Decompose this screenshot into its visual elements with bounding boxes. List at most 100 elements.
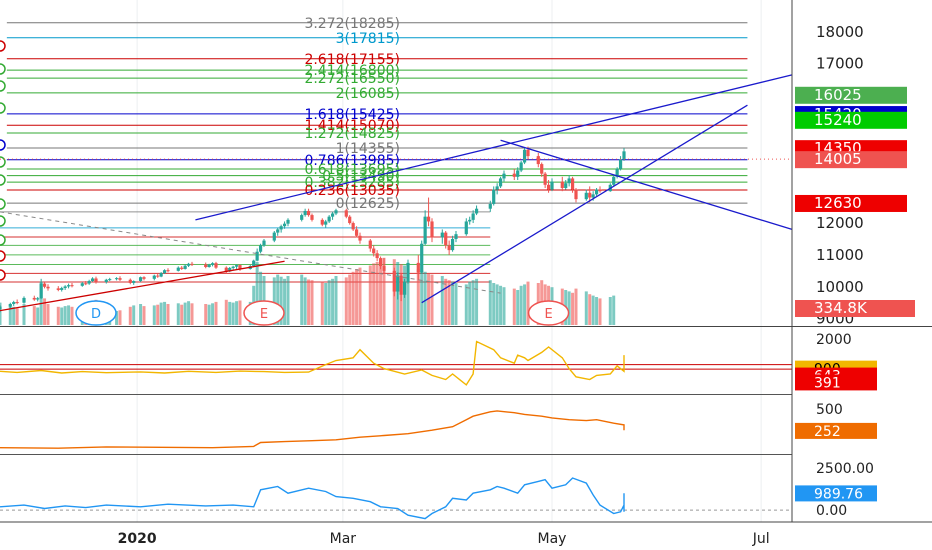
volume-bar — [454, 283, 458, 325]
fib-anchor-circle — [0, 269, 6, 281]
volume-bar — [118, 310, 122, 325]
volume-bar — [176, 303, 180, 325]
candle-body — [574, 189, 578, 200]
volume-bar — [166, 304, 170, 325]
volume-bar — [211, 303, 215, 325]
volume-bar — [238, 300, 242, 325]
fib-level-label: 3.272(18285) — [304, 16, 400, 32]
volume-tag — [795, 300, 915, 317]
volume-bar — [272, 277, 276, 325]
volume-bar — [8, 305, 12, 325]
volume-bar — [512, 288, 516, 325]
price-tick-label: 12000 — [816, 214, 864, 232]
volume-bar — [358, 267, 362, 325]
volume-bar — [324, 283, 328, 325]
fib-levels: 3.272(18285)3(17815) 2.618(17155)2.414(16… — [0, 16, 748, 283]
volume-bar — [310, 280, 314, 325]
price-tick-label: 17000 — [816, 55, 864, 73]
volume-bar — [70, 306, 74, 325]
volume-bar — [344, 277, 348, 325]
volume-bar — [423, 271, 427, 325]
event-marker-label: D — [91, 307, 101, 322]
volume-bar — [32, 306, 36, 325]
volume-tag-text: 334.8K — [814, 299, 868, 317]
volume-bar — [471, 280, 475, 325]
candle-body — [471, 213, 475, 220]
candle-body — [204, 264, 208, 268]
candle-body — [375, 253, 379, 259]
volume-bar — [67, 305, 71, 325]
candle-body — [234, 265, 239, 267]
candle-body — [430, 221, 434, 238]
candle-body — [382, 266, 386, 271]
candle-body — [392, 270, 396, 292]
price-tag — [795, 111, 907, 129]
candle-body — [156, 275, 160, 277]
candle-body — [186, 263, 191, 266]
volume-bar — [488, 280, 492, 325]
candle-body — [108, 279, 112, 281]
volume-bar — [56, 306, 60, 325]
candle-body — [279, 226, 283, 230]
price-tag-text: 14005 — [814, 150, 862, 168]
volume-bar — [499, 285, 503, 325]
fib-anchor-circle — [0, 40, 6, 52]
candle-body — [262, 240, 266, 246]
volume-bar — [128, 306, 132, 325]
indicator-value-text: 252 — [814, 424, 841, 440]
candle-body — [406, 262, 410, 282]
indicator-line — [0, 477, 625, 520]
candle-body — [66, 285, 71, 287]
volume-bar — [187, 301, 191, 325]
volume-bar — [372, 263, 376, 325]
trendline — [195, 74, 793, 221]
candle-body — [276, 229, 280, 233]
volume-bar — [612, 295, 616, 325]
volume-bar — [519, 285, 523, 325]
fib-level-label: 0(12625) — [336, 196, 400, 212]
candle-body — [591, 194, 595, 198]
fib-anchor-circle — [0, 156, 6, 168]
time-axis: 2020 Mar May Jul — [118, 531, 770, 547]
volume-bar — [447, 280, 451, 325]
volume-bar — [300, 274, 304, 325]
fib-level-label: 2.272(16550) — [304, 71, 400, 87]
volume-bar — [608, 297, 612, 325]
candle-body — [594, 189, 599, 195]
candle-body — [39, 283, 43, 299]
price-tick-label: 11000 — [816, 246, 864, 264]
price-tag — [795, 86, 907, 104]
candle-body — [564, 183, 568, 188]
candle-body — [522, 149, 527, 163]
candle-body — [327, 216, 331, 222]
candle-body — [84, 283, 88, 285]
volume-bar — [183, 302, 187, 325]
candle-body — [351, 223, 355, 230]
candle-body — [516, 170, 520, 177]
volume-bar — [159, 302, 163, 325]
volume-bar — [382, 257, 386, 325]
volume-bar — [163, 301, 167, 325]
indicator-tick-label: 500 — [816, 402, 843, 418]
volume-bar — [156, 304, 160, 325]
candle-body — [286, 219, 290, 224]
fib-anchor-circle — [0, 139, 6, 151]
indicator-value-tag — [795, 485, 877, 502]
volume-bar — [492, 283, 496, 325]
fib-level-label: 1.414(15070) — [304, 118, 400, 134]
fib-level-label: 1.618(15425) — [304, 107, 400, 123]
indicator-line — [0, 410, 625, 449]
candle-body — [440, 232, 444, 238]
candle-body — [152, 275, 156, 279]
candle-body — [180, 267, 184, 269]
volume-bar — [43, 298, 47, 325]
candle-body — [258, 245, 263, 252]
volume-bar — [228, 301, 232, 325]
volume-bar — [351, 271, 355, 325]
candle-body — [70, 285, 74, 287]
candle-body — [615, 168, 619, 177]
candle-body — [396, 275, 400, 292]
candle-body — [46, 286, 50, 289]
volume-bar — [60, 307, 64, 325]
